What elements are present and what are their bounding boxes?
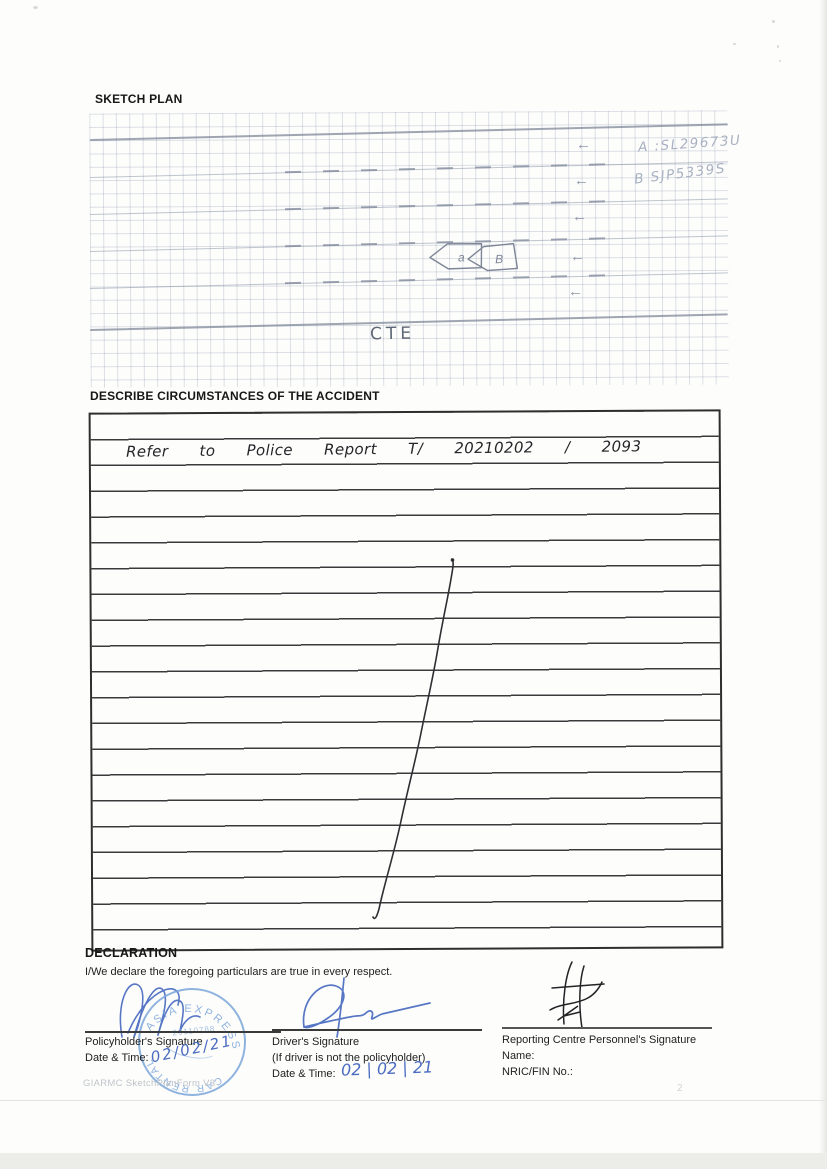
scan-speck: [779, 60, 781, 62]
reporting-nric-label: NRIC/FIN No.:: [502, 1066, 573, 1078]
reporting-centre-signature: [549, 961, 605, 1029]
reporting-signature-line: [502, 1027, 712, 1029]
policyholder-signature-line: [85, 1031, 281, 1033]
declaration-statement: I/We declare the foregoing particulars a…: [85, 966, 393, 978]
lane-direction-arrow-icon: ←: [570, 248, 585, 265]
reporting-signature-label: Reporting Centre Personnel's Signature: [502, 1034, 697, 1046]
driver-signature-label: Driver's Signature: [272, 1036, 360, 1048]
scan-speck: [777, 45, 779, 48]
road-name-handwriting: CTE: [369, 323, 416, 345]
scan-speck: [33, 6, 38, 9]
scan-edge-right: [819, 0, 827, 1169]
lane-direction-arrow-icon: ←: [572, 208, 587, 225]
circumstances-lined-box: [88, 409, 724, 952]
policyholder-signature-label: Policyholder's Signature: [85, 1036, 203, 1048]
describe-circumstances-title: DESCRIBE CIRCUMSTANCES OF THE ACCIDENT: [90, 389, 380, 403]
lane-direction-arrow-icon: ←: [576, 136, 591, 153]
lane-direction-arrow-icon: ←: [574, 172, 589, 189]
lane-direction-arrow-icon: ←: [568, 283, 583, 300]
page-number: 2: [677, 1083, 683, 1094]
driver-date-label: Date & Time:: [272, 1068, 336, 1080]
policyholder-date-label: Date & Time:: [85, 1052, 149, 1064]
form-version-footer: GIARMC SketchPlanForm V3: [83, 1078, 216, 1089]
reporting-name-label: Name:: [502, 1050, 535, 1062]
scan-edge-bottom: [0, 1153, 827, 1169]
driver-condition-note: (If driver is not the policyholder): [272, 1052, 426, 1064]
driver-date-handwriting: 02 | 02 | 21: [340, 1057, 434, 1080]
driver-signature-line: [272, 1029, 482, 1031]
declaration-title: DECLARATION: [85, 946, 178, 960]
scan-speck: [733, 43, 736, 45]
sketch-grid-paper: [89, 110, 729, 388]
scan-edge-line: [0, 1100, 827, 1101]
sketch-plan-title: SKETCH PLAN: [95, 92, 183, 106]
scan-speck: [772, 20, 775, 23]
